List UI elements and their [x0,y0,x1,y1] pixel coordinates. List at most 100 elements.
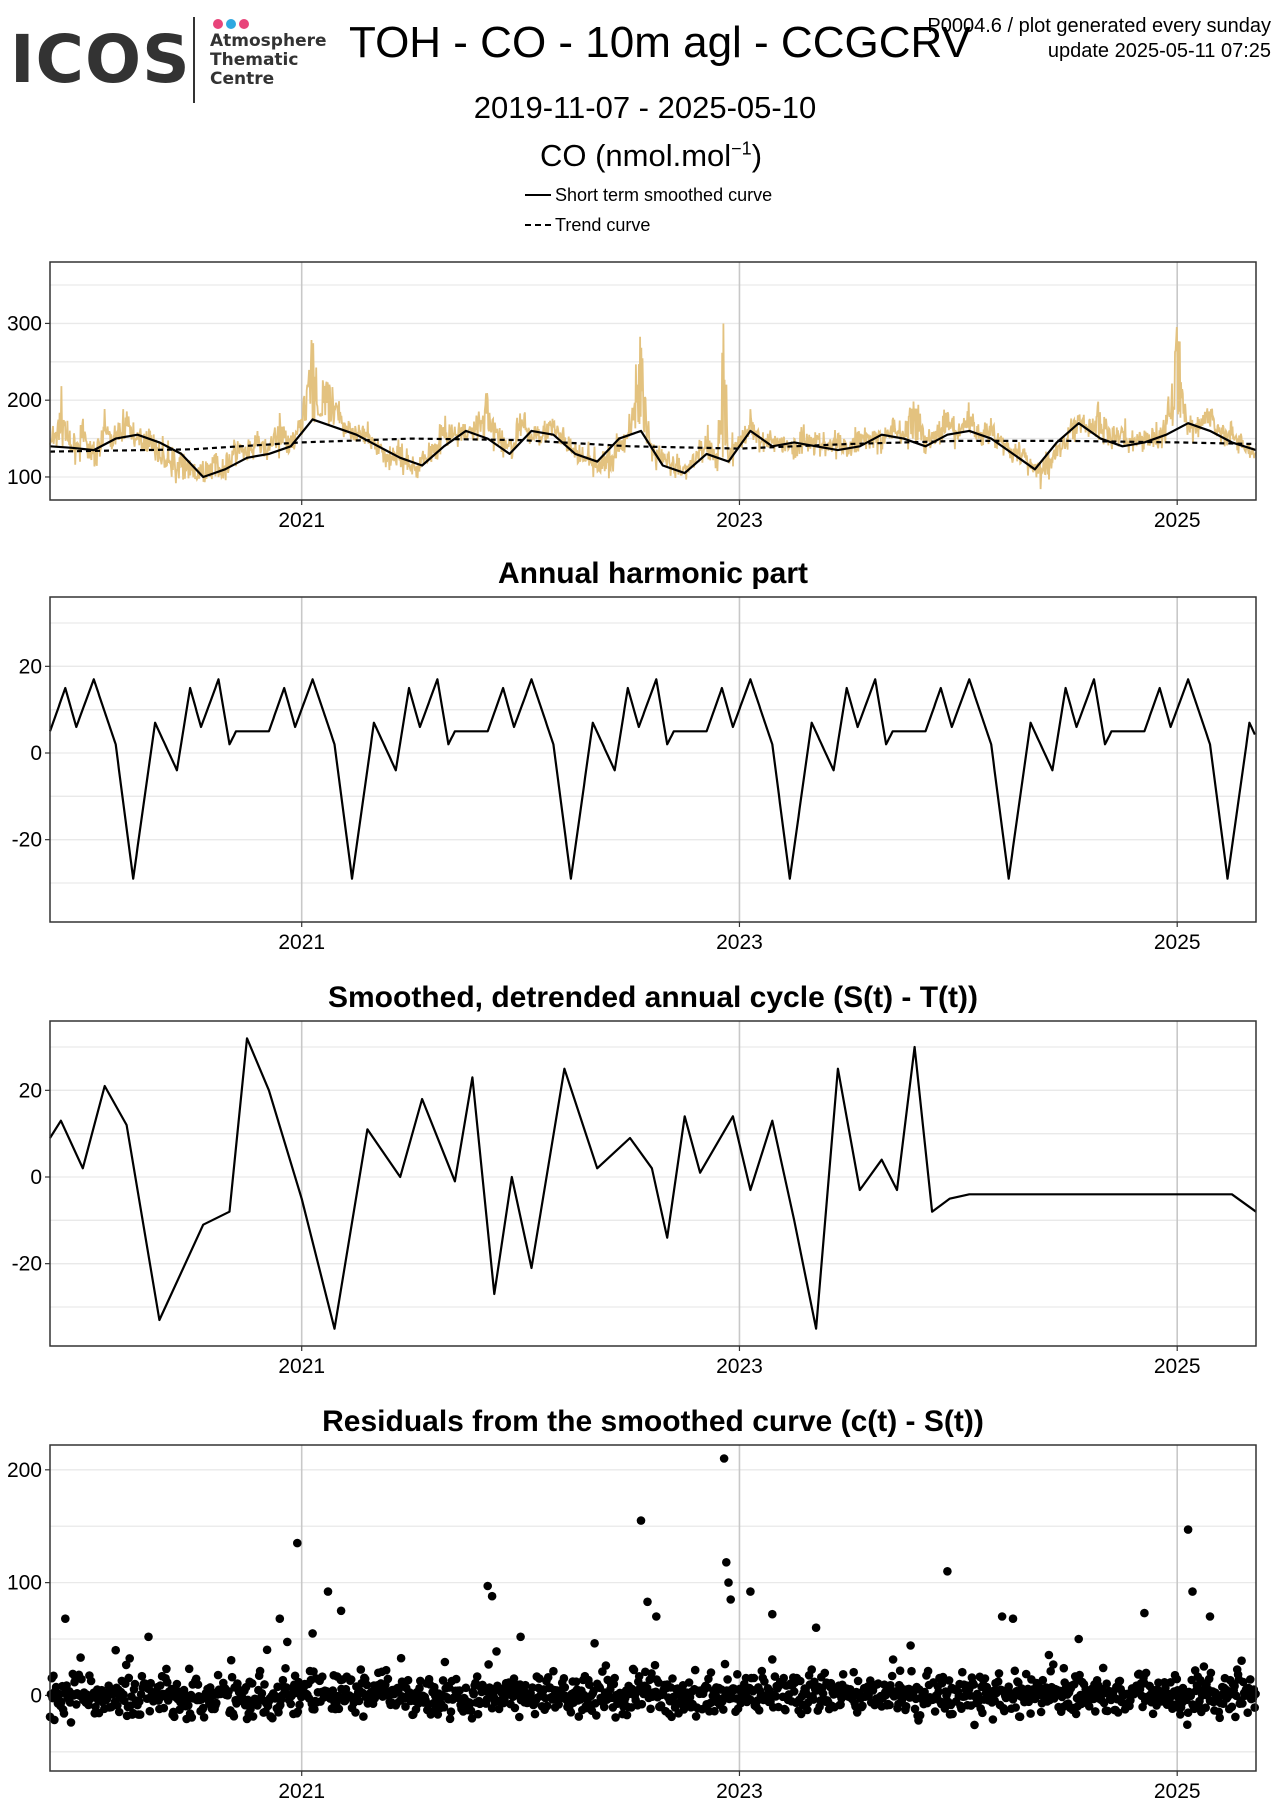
chart-legend: Short term smoothed curve Trend curve [525,180,772,240]
residual-point [1206,1668,1216,1678]
residual-point [1026,1709,1035,1718]
residual-outlier-point [636,1516,646,1525]
icos-logo: ICOS Atmosphere Thematic Centre [10,15,327,105]
residual-point [1046,1666,1055,1676]
residual-point [993,1677,1003,1686]
y-tick-label: 20 [19,1079,42,1102]
legend-label: Trend curve [555,214,651,235]
residual-point [710,1706,719,1716]
residual-point [415,1683,424,1693]
residual-point [969,1680,978,1689]
residual-point [849,1667,858,1677]
y-tick-label: 100 [7,1572,42,1595]
residual-outlier-point [1188,1587,1197,1596]
residual-point [820,1668,830,1678]
residual-point [396,1653,406,1663]
residual-point [719,1705,728,1714]
harmonic-curve [48,678,1256,880]
residual-point [124,1673,134,1683]
residual-point [247,1679,257,1688]
residual-point [1084,1702,1094,1711]
residual-point [521,1680,530,1690]
residual-point [629,1665,639,1675]
residual-point [268,1713,277,1723]
residual-point [346,1675,356,1684]
residual-point [515,1712,524,1722]
residual-point [590,1639,599,1648]
residual-point [796,1676,805,1686]
logo-dots [213,16,252,34]
residual-point [1176,1710,1185,1719]
residual-point [170,1712,179,1722]
residual-point [1038,1675,1048,1685]
residual-point [446,1707,456,1716]
residual-point [1237,1656,1246,1665]
residual-point [193,1680,203,1689]
residual-outlier-point [1140,1608,1149,1618]
residual-point [906,1641,915,1650]
residual-point [295,1700,304,1710]
residual-point [1059,1663,1069,1673]
residual-point [248,1712,258,1721]
residual-point [994,1669,1004,1678]
residual-point [125,1654,134,1663]
residual-point [119,1690,128,1699]
residual-point [262,1645,272,1655]
residual-outlier-point [746,1587,755,1596]
residual-point [754,1706,764,1715]
residual-point [691,1712,701,1721]
residual-outlier-point [719,1454,729,1463]
residual-point [310,1705,319,1714]
residual-point [796,1709,806,1719]
residual-outlier-point [275,1614,285,1623]
residual-point [1115,1676,1125,1686]
residual-point [510,1703,520,1713]
residual-point [650,1660,660,1670]
residual-outlier-point [1183,1525,1193,1534]
residual-point [1011,1703,1020,1712]
y-tick-label: -20 [12,1253,42,1276]
residual-point [978,1708,987,1718]
residual-outlier-point [516,1632,525,1642]
residual-point [257,1689,267,1698]
residual-point [574,1712,584,1721]
residual-point [915,1711,925,1720]
logo-line-2: Thematic [210,50,299,70]
residual-point [901,1702,911,1711]
residual-point [1113,1708,1123,1717]
residual-outlier-point [293,1538,302,1548]
residual-outlier-point [768,1609,777,1619]
residual-point [958,1667,967,1677]
logo-wordmark: ICOS [10,21,191,98]
residual-point [897,1695,907,1705]
residual-point [229,1712,239,1721]
residual-point [1250,1703,1259,1712]
residual-point [1049,1660,1058,1669]
logo-line-1: Atmosphere [210,31,327,51]
panel-frame [49,1444,1257,1772]
x-tick-label: 2025 [1154,931,1201,954]
residual-point [1015,1712,1025,1722]
residual-point [113,1701,122,1710]
residual-point [528,1683,537,1692]
residual-point [156,1681,165,1690]
x-tick-label: 2025 [1154,509,1201,532]
residual-outlier-point [811,1623,821,1632]
residual-point [733,1670,742,1679]
residual-point [293,1707,303,1716]
residual-point [1154,1678,1163,1687]
residual-point [1091,1707,1100,1716]
residual-point [227,1672,237,1682]
residual-point [948,1709,957,1719]
residual-point [907,1666,916,1676]
residual-point [746,1695,755,1704]
residual-point [145,1706,155,1716]
residual-point [592,1711,601,1720]
residual-point [281,1664,290,1673]
legend-item-trend: Trend curve [525,210,772,240]
residual-point [910,1704,920,1714]
residual-point [668,1674,677,1683]
residual-point [1010,1666,1020,1676]
residual-point [472,1672,482,1681]
residual-point [1183,1708,1193,1717]
